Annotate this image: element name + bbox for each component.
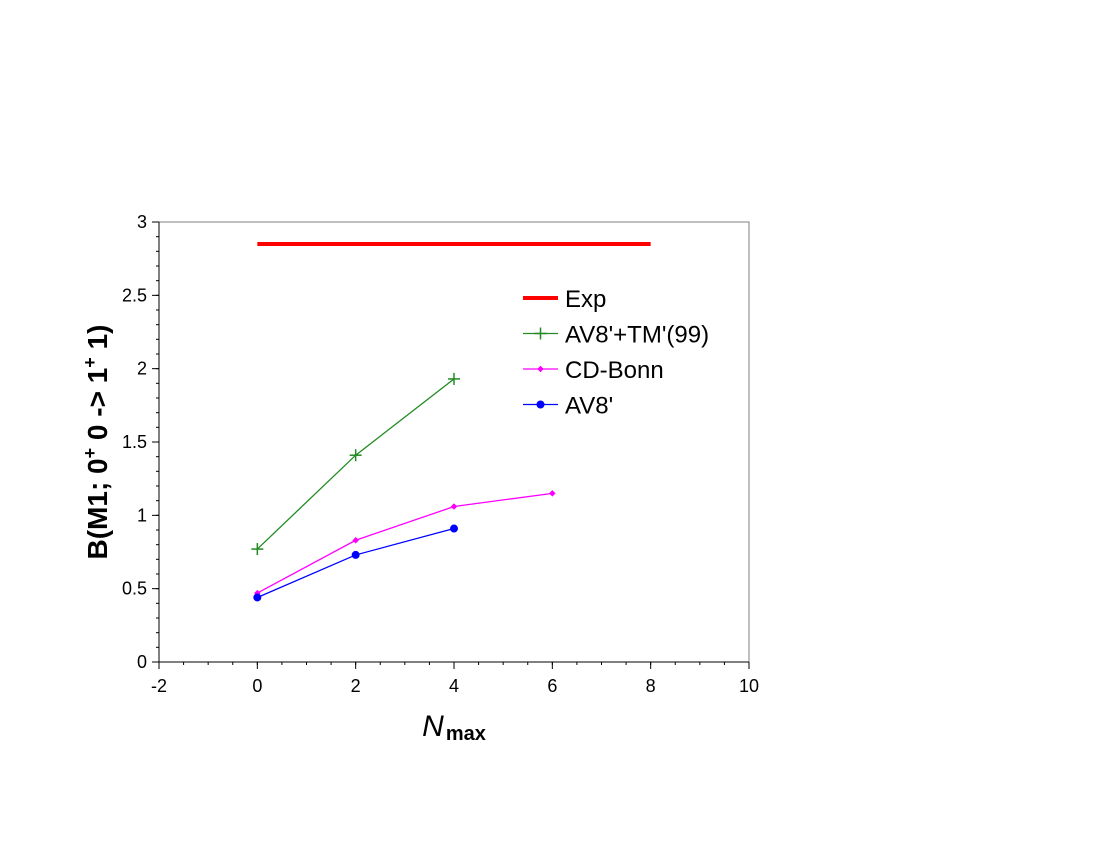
legend-marker xyxy=(534,327,547,340)
y-axis-label: B(M1; 0+ 0 -> 1+ 1) xyxy=(80,324,113,559)
data-point xyxy=(351,550,360,559)
data-point xyxy=(352,536,360,544)
x-tick-label: 8 xyxy=(646,676,656,696)
legend: Exp AV8'+TM'(99) CD-Bonn AV8' xyxy=(523,286,709,420)
x-tick-label: 2 xyxy=(351,676,361,696)
y-tick-label: 0 xyxy=(137,652,147,672)
legend-item: AV8'+TM'(99) xyxy=(523,322,709,349)
series-3 xyxy=(253,524,458,602)
data-point xyxy=(548,489,556,497)
series-2 xyxy=(253,489,556,597)
legend-marker xyxy=(536,400,545,409)
y-tick-label: 1.5 xyxy=(122,432,147,452)
y-tick-label: 0.5 xyxy=(122,579,147,599)
x-tick-label: 10 xyxy=(739,676,759,696)
legend-item: Exp xyxy=(523,286,606,313)
x-tick-label: -2 xyxy=(151,676,167,696)
y-tick-label: 2.5 xyxy=(122,285,147,305)
data-point xyxy=(251,543,264,556)
data-point xyxy=(253,593,262,602)
y-tick-label: 2 xyxy=(137,359,147,379)
legend-item: AV8' xyxy=(523,393,613,420)
data-point xyxy=(450,503,458,510)
x-tick-label: 0 xyxy=(252,676,262,696)
data-point xyxy=(450,524,458,533)
legend-label: CD-Bonn xyxy=(565,357,664,384)
y-tick-label: 3 xyxy=(137,212,147,232)
legend-marker xyxy=(537,365,544,373)
axes: 00.511.522.53-2 0 2 4 6 8 10 xyxy=(122,212,759,696)
legend-label: Exp xyxy=(565,286,606,313)
legend-item: CD-Bonn xyxy=(523,357,664,384)
plot-area xyxy=(158,221,750,663)
series-line xyxy=(257,492,553,594)
legend-label: AV8'+TM'(99) xyxy=(565,322,709,349)
data-point xyxy=(349,449,362,462)
x-tick-label: 4 xyxy=(449,676,459,696)
series-layer xyxy=(251,242,651,602)
x-tick-label: 6 xyxy=(547,676,557,696)
legend-label: AV8' xyxy=(565,393,613,420)
series-1 xyxy=(251,372,460,556)
data-point xyxy=(448,372,460,385)
y-tick-label: 1 xyxy=(137,505,147,525)
